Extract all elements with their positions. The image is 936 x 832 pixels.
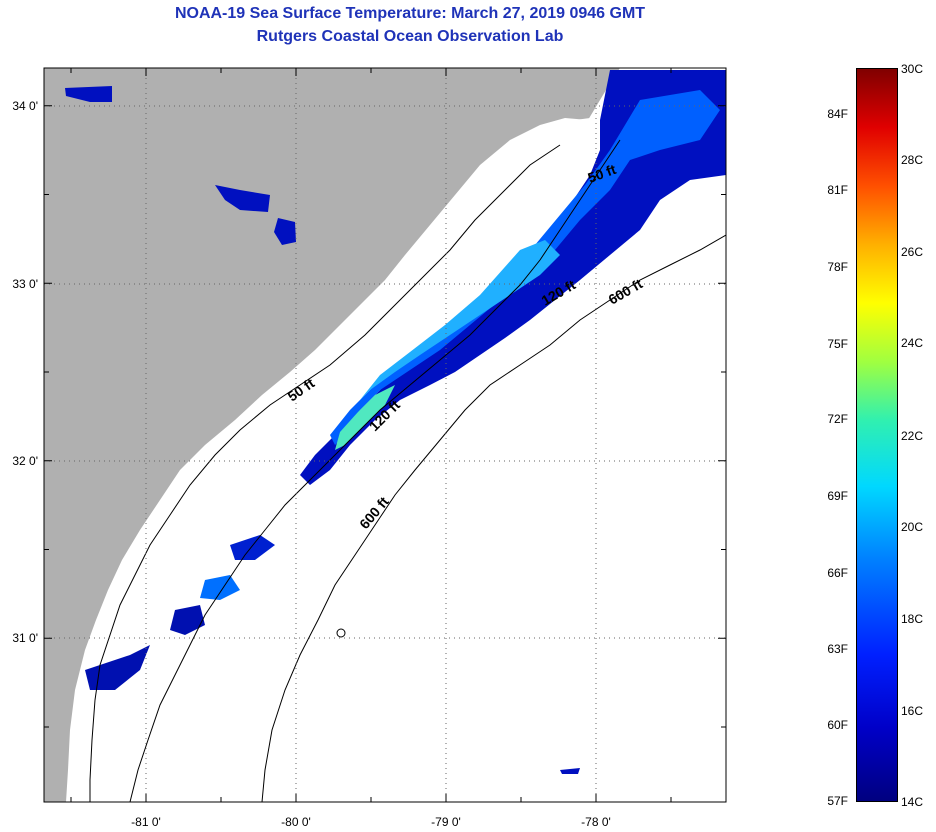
colorbar-c-label: 16C bbox=[901, 704, 924, 718]
lon-label-80: -80 0' bbox=[281, 815, 311, 829]
seamount-contour bbox=[336, 628, 346, 638]
colorbar-f-label: 69F bbox=[827, 489, 848, 503]
lon-label-78: -78 0' bbox=[581, 815, 611, 829]
lat-label-32: 32 0' bbox=[12, 454, 38, 468]
colorbar-f-label: 72F bbox=[827, 412, 848, 426]
axis-ticks bbox=[44, 68, 726, 802]
colorbar-f-label: 81F bbox=[827, 183, 848, 197]
lat-label-33: 33 0' bbox=[12, 277, 38, 291]
sst-swath bbox=[65, 70, 726, 774]
colorbar-f-label: 63F bbox=[827, 642, 848, 656]
graticule bbox=[44, 68, 726, 802]
colorbar-f-label: 78F bbox=[827, 260, 848, 274]
colorbar-c-label: 14C bbox=[901, 795, 924, 809]
contour-600ft bbox=[261, 234, 726, 802]
colorbar-c-label: 30C bbox=[901, 62, 924, 76]
map-title: NOAA-19 Sea Surface Temperature: March 2… bbox=[174, 5, 646, 22]
lon-label-81: -81 0' bbox=[131, 815, 161, 829]
colorbar-c-label: 22C bbox=[901, 429, 924, 443]
lat-label-34: 34 0' bbox=[12, 99, 38, 113]
lat-label-31: 31 0' bbox=[12, 631, 38, 645]
colorbar-f-label: 60F bbox=[827, 718, 848, 732]
colorbar-f-label: 84F bbox=[827, 107, 848, 121]
lon-label-79: -79 0' bbox=[431, 815, 461, 829]
colorbar-c-label: 24C bbox=[901, 336, 924, 350]
map-frame bbox=[43, 67, 727, 803]
colorbar-c-label: 28C bbox=[901, 153, 924, 167]
temperature-colorbar bbox=[856, 68, 898, 802]
contour-120ft bbox=[129, 139, 621, 802]
contour-50ft bbox=[89, 144, 561, 802]
colorbar-f-label: 75F bbox=[827, 337, 848, 351]
land-mass bbox=[44, 68, 620, 802]
colorbar-c-label: 18C bbox=[901, 612, 924, 626]
colorbar-c-label: 26C bbox=[901, 245, 924, 259]
map-subtitle: Rutgers Coastal Ocean Observation Lab bbox=[256, 28, 564, 45]
colorbar-f-label: 66F bbox=[827, 566, 848, 580]
colorbar-f-label: 57F bbox=[827, 794, 848, 808]
colorbar-c-label: 20C bbox=[901, 520, 924, 534]
